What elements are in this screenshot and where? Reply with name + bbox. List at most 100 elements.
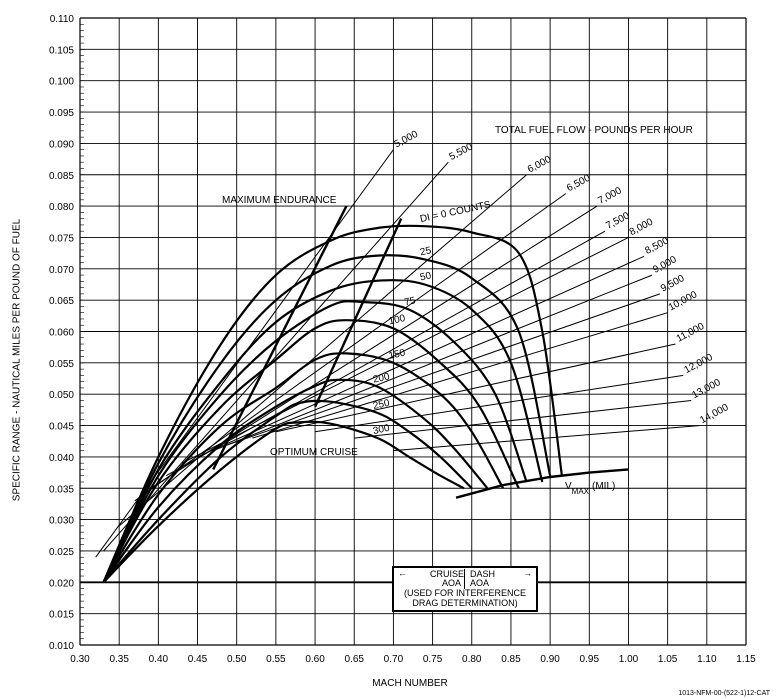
x-axis-title: MACH NUMBER bbox=[372, 678, 448, 689]
fuel-flow-label: 10,000 bbox=[667, 289, 700, 313]
y-tick-label: 0.065 bbox=[49, 296, 74, 307]
x-tick-label: 0.35 bbox=[109, 654, 129, 665]
aoa-divider bbox=[464, 569, 465, 589]
y-tick-label: 0.090 bbox=[49, 139, 74, 150]
cruise-label: CRUISE bbox=[430, 569, 465, 579]
fuel-flow-label: 9,000 bbox=[651, 254, 679, 276]
drag-index-label: 250 bbox=[372, 398, 391, 412]
x-tick-label: 0.70 bbox=[384, 654, 404, 665]
x-tick-label: 1.00 bbox=[619, 654, 639, 665]
fuel-flow-line bbox=[118, 174, 527, 527]
drag-index-label: 75 bbox=[403, 295, 417, 308]
x-tick-label: 0.85 bbox=[501, 654, 521, 665]
y-tick-label: 0.025 bbox=[49, 547, 74, 558]
drag-index-curve bbox=[102, 399, 473, 584]
fuel-flow-label: 11,000 bbox=[675, 321, 707, 345]
x-tick-label: 0.40 bbox=[149, 654, 169, 665]
drag-index-curves bbox=[102, 224, 563, 584]
x-tick-label: 0.50 bbox=[227, 654, 247, 665]
fuel-flow-lines bbox=[95, 149, 700, 558]
drag-index-label: 25 bbox=[419, 245, 433, 258]
fuel-flow-label: 8,000 bbox=[628, 216, 656, 238]
fuel-flow-line bbox=[213, 274, 653, 452]
y-tick-label: 0.040 bbox=[49, 453, 74, 464]
drag-index-label: 200 bbox=[372, 371, 391, 385]
y-tick-label: 0.045 bbox=[49, 422, 74, 433]
y-axis-title-text: SPECIFIC RANGE - NAUTICAL MILES PER POUN… bbox=[11, 218, 23, 502]
vmax-label: VMAX (MIL) bbox=[565, 481, 615, 496]
reference-line bbox=[314, 218, 403, 408]
y-tick-label: 0.085 bbox=[49, 171, 74, 182]
drag-index-curve bbox=[102, 352, 505, 583]
drag-index-label: 100 bbox=[388, 313, 407, 327]
aoa-legend-box: ← CRUISE DASH → AOA AOA (USED FOR INTERF… bbox=[392, 566, 538, 612]
x-tick-label: 0.90 bbox=[540, 654, 560, 665]
fuel-flow-line bbox=[393, 425, 700, 452]
y-tick-label: 0.020 bbox=[49, 578, 74, 589]
grid bbox=[79, 17, 747, 646]
y-axis-title: SPECIFIC RANGE - NAUTICAL MILES PER POUN… bbox=[9, 110, 25, 610]
x-tick-label: 0.75 bbox=[423, 654, 443, 665]
drag-index-label: 300 bbox=[372, 423, 391, 437]
vmax-v: V bbox=[565, 481, 572, 492]
x-tick-label: 1.10 bbox=[697, 654, 717, 665]
fuel-flow-label: 9,500 bbox=[659, 273, 687, 295]
aoa-usage-line2: DRAG DETERMINATION) bbox=[412, 598, 518, 608]
fuel-flow-line bbox=[134, 193, 567, 502]
y-tick-label: 0.070 bbox=[49, 265, 74, 276]
fuel-flow-label: 6,000 bbox=[526, 154, 554, 176]
fuel-flow-label: 12,000 bbox=[683, 352, 716, 376]
y-tick-label: 0.055 bbox=[49, 359, 74, 370]
aoa-dash-label: AOA bbox=[470, 578, 490, 588]
aoa-cruise-label: AOA bbox=[442, 578, 462, 588]
fuel-flow-label: 8,500 bbox=[643, 235, 671, 257]
fuel-flow-label: 6,500 bbox=[565, 173, 593, 195]
drag-index-curve bbox=[102, 300, 528, 583]
arrow-right-icon: → bbox=[523, 568, 532, 578]
x-tick-label: 0.60 bbox=[305, 654, 325, 665]
fuel-flow-label: 5,000 bbox=[393, 129, 421, 151]
y-tick-label: 0.105 bbox=[49, 45, 74, 56]
vmax-sub: MAX bbox=[572, 487, 590, 496]
y-tick-label: 0.060 bbox=[49, 328, 74, 339]
aoa-usage-line1: (USED FOR INTERFERENCE bbox=[403, 588, 526, 598]
x-tick-label: 1.05 bbox=[658, 654, 678, 665]
max-endurance-label: MAXIMUM ENDURANCE bbox=[222, 195, 337, 206]
fuel-flow-label: 7,000 bbox=[596, 185, 624, 207]
fuel-flow-line bbox=[275, 343, 676, 433]
document-code: 1013-NFM-00-(522-1)12-CAT bbox=[678, 690, 770, 697]
x-tick-labels: 0.30 0.35 0.40 0.45 0.50 0.55 0.60 0.65 0.70 0.75… bbox=[70, 654, 756, 665]
drag-index-curve bbox=[102, 254, 552, 583]
x-tick-label: 0.30 bbox=[70, 654, 90, 665]
y-tick-label: 0.015 bbox=[49, 610, 74, 621]
reference-lines bbox=[212, 205, 629, 499]
vmax-mil: (MIL) bbox=[592, 481, 615, 492]
drag-index-curve bbox=[102, 319, 520, 583]
fuel-flow-title: TOTAL FUEL FLOW - POUNDS PER HOUR bbox=[495, 125, 693, 136]
drag-index-curve bbox=[102, 224, 563, 583]
fuel-flow-line bbox=[354, 400, 692, 439]
y-tick-labels: 0.010 0.015 0.020 0.025 0.030 0.035 0.040 0.045… bbox=[49, 14, 74, 652]
y-tick-label: 0.050 bbox=[49, 390, 74, 401]
y-tick-label: 0.095 bbox=[49, 108, 74, 119]
drag-index-curve bbox=[102, 279, 544, 583]
x-tick-label: 0.65 bbox=[345, 654, 365, 665]
arrow-left-icon: ← bbox=[398, 568, 407, 578]
y-tick-label: 0.010 bbox=[49, 641, 74, 652]
drag-index-label: DI = 0 COUNTS bbox=[419, 199, 492, 225]
y-tick-label: 0.110 bbox=[50, 14, 75, 25]
y-tick-label: 0.100 bbox=[49, 77, 74, 88]
y-tick-label: 0.080 bbox=[49, 202, 74, 213]
x-tick-label: 0.55 bbox=[266, 654, 286, 665]
y-tick-label: 0.030 bbox=[49, 516, 74, 527]
fuel-flow-label: 14,000 bbox=[698, 402, 731, 426]
optimum-cruise-label: OPTIMUM CRUISE bbox=[270, 447, 358, 458]
drag-index-label: 150 bbox=[388, 347, 407, 361]
fuel-flow-line bbox=[181, 236, 629, 464]
drag-index-label: 50 bbox=[419, 270, 433, 283]
drag-index-curve bbox=[102, 420, 465, 584]
x-tick-label: 1.15 bbox=[736, 654, 756, 665]
reference-line bbox=[455, 468, 629, 499]
reference-line bbox=[212, 205, 348, 470]
fuel-flow-line bbox=[165, 230, 606, 477]
